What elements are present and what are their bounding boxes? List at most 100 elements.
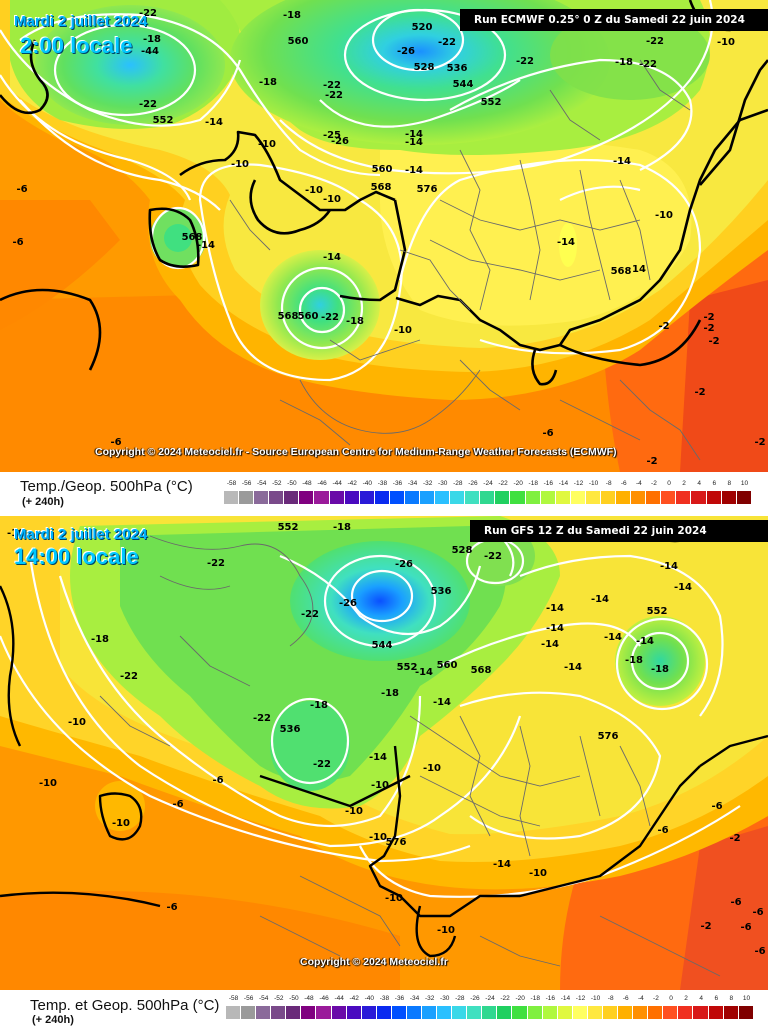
scale-swatch [389,491,405,504]
scale-tick-label: -22 [498,480,508,487]
scale-tick-label: 2 [684,995,688,1002]
bottom-legend-subtitle: (+ 240h) [32,1014,74,1026]
bottom-map-value-label: -14 [660,561,678,572]
bottom-map-value-label: -14 [493,859,511,870]
top-map-value-label: 544 [453,79,474,90]
scale-tick-label: -2 [651,480,657,487]
scale-swatch [495,491,511,504]
top-map-value-label: -2 [703,312,714,323]
scale-tick-label: -14 [558,480,569,487]
scale-tick-label: -20 [515,995,525,1002]
bottom-map-value-label: -6 [754,946,765,957]
scale-tick-label: 10 [742,995,751,1002]
scale-swatch [465,491,481,504]
bottom-time-label: 14:00 locale [14,544,139,569]
scale-tick-label: -30 [438,480,448,487]
bottom-map-value-label: 528 [452,545,473,556]
bottom-map-value-label: -18 [651,664,669,675]
bottom-map-value-label: -10 [345,806,363,817]
bottom-map-value-label: -10 [68,717,86,728]
scale-swatch [480,491,496,504]
scale-tick-label: 0 [667,480,671,487]
bottom-map-value-label: -6 [730,897,741,908]
top-legend-title: Temp./Geop. 500hPa (°C) [20,478,193,495]
scale-tick-label: -24 [483,480,493,487]
scale-swatch [512,1006,528,1019]
bottom-map-value-label: -26 [339,598,357,609]
bottom-map-graphic: -10 552 -18 528 -22 -22 -26 -14 -14 -6 536 -26 -22 -1… [0,516,768,990]
top-forecast-panel: -22 -18 -18 -44 560 520 -22 -26 528 536 -22 -22 -18-… [0,0,768,510]
bottom-map-value-label: -10 [529,868,547,879]
bottom-scale-ticks: -58 -56 -54 -52 -50 -48 -46 -44 -42 -40 -38 -36 -34-… [226,995,754,1005]
bottom-map-value-label: 536 [280,724,301,735]
top-map-value-label: -2 [703,323,714,334]
bottom-map-value-label: -22 [207,558,225,569]
scale-swatch [525,491,541,504]
scale-tick-label: -52 [274,995,284,1002]
scale-tick-label: -8 [607,995,614,1002]
scale-tick-label: -16 [545,995,556,1002]
bottom-map-value-label: 552 [397,662,418,673]
top-map-value-label: 560 [372,164,393,175]
scale-tick-label: -52 [272,480,282,487]
scale-swatch [676,491,692,504]
scale-tick-label: -26 [470,995,480,1002]
bottom-map-value-label: -22 [120,671,138,682]
scale-swatch [420,491,436,504]
scale-swatch [435,491,451,504]
bottom-map-value-label: -10 [369,832,387,843]
top-map-value-label: -14 [557,237,575,248]
scale-swatch [497,1006,513,1019]
scale-tick-label: -22 [500,995,510,1002]
top-map-value-label: -6 [110,437,121,448]
top-map-value-label: -22 [321,312,339,323]
top-map-value-label: -26 [397,46,415,57]
scale-swatch [331,1006,347,1019]
scale-tick-label: -28 [453,480,463,487]
top-map-value-label: 560 [298,311,319,322]
top-map-value-label: -14 [613,156,631,167]
scale-swatch [527,1006,543,1019]
bottom-map-value-label: -10 [385,893,403,904]
bottom-forecast-panel: -10552-18528-22-22-26-14-14-6536-26-22-1… [0,510,768,1026]
bottom-map-value-label: -14 [433,697,451,708]
bottom-map-value-label: -14 [604,632,622,643]
scale-swatch [359,491,375,504]
top-map-value-label: 520 [412,22,433,33]
bottom-color-scale: -58 -56 -54 -52 -50 -48 -46 -44 -42 -40 -38 -36 -34-… [226,995,754,1021]
scale-swatch [269,491,285,504]
top-map-value-label: -18 [259,77,277,88]
bottom-map-value-label: -10 [112,818,130,829]
bottom-map-value-label: -14 [564,662,582,673]
top-map-value-label: -10 [231,159,249,170]
scale-swatch [391,1006,407,1019]
bottom-date-label: Mardi 2 juillet 2024 [14,526,148,543]
bottom-map-value-label: 552 [278,522,299,533]
bottom-map-value-label: -10 [371,780,389,791]
bottom-map-value-label: -6 [212,775,223,786]
bottom-map-value-label: -18 [310,700,328,711]
scale-tick-label: -26 [468,480,478,487]
bottom-map-value-label: -10 [39,778,57,789]
scale-tick-label: 6 [712,480,717,487]
top-map-value-label: 528 [414,62,435,73]
scale-swatch [633,1006,649,1019]
scale-swatch [510,491,526,504]
scale-tick-label: -4 [637,995,644,1002]
bottom-map-value-label: -2 [700,921,711,932]
scale-swatch [256,1006,272,1019]
bottom-map-value-label: -6 [172,799,183,810]
scale-swatch [648,1006,664,1019]
top-map-value-label: -6 [12,237,23,248]
scale-swatch [361,1006,377,1019]
bottom-map-value-label: -14 [546,623,564,634]
scale-swatch [572,1006,588,1019]
bottom-map-value-label: 544 [372,640,393,651]
bottom-legend: Temp. et Geop. 500hPa (°C) (+ 240h) -58-… [0,990,768,1026]
scale-tick-label: 4 [699,995,703,1002]
scale-tick-label: -6 [620,480,627,487]
scale-tick-label: -58 [228,995,239,1002]
scale-swatch [557,1006,573,1019]
top-forecast-map: -22 -18 -18 -44 560 520 -22 -26 528 536 -22 -22 -18-… [0,0,768,472]
bottom-map-value-label: -10 [423,763,441,774]
